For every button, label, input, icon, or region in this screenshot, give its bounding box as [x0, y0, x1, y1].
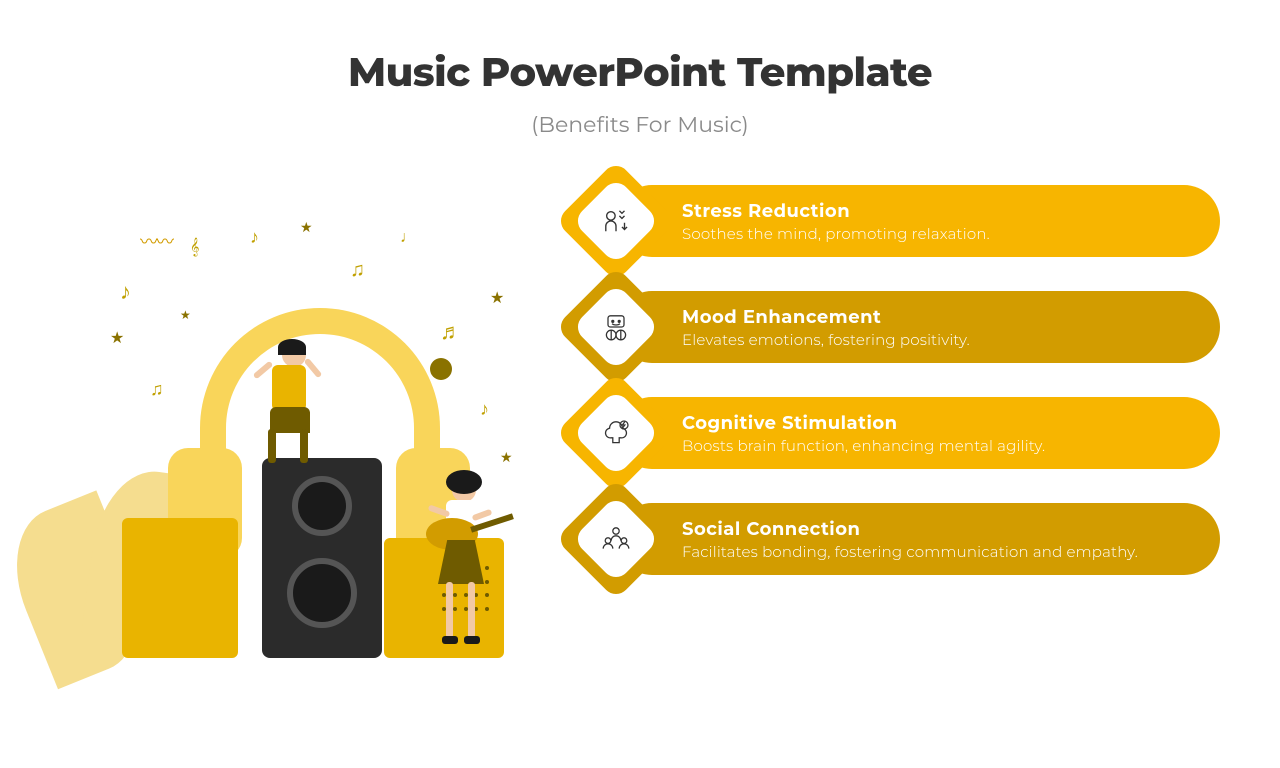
benefit-item: Social Connection Facilitates bonding, f… [570, 496, 1220, 582]
star-icon: ★ [490, 288, 504, 308]
benefit-description: Boosts brain function, enhancing mental … [682, 436, 1190, 455]
benefit-diamond [570, 281, 662, 373]
benefit-title: Cognitive Stimulation [682, 412, 1190, 434]
benefit-diamond [570, 387, 662, 479]
music-note-icon: ♬ [440, 318, 462, 345]
star-icon: ★ [180, 308, 191, 323]
music-note-icon: ♫ [150, 378, 164, 400]
music-note-icon: 𝄞 [190, 238, 199, 257]
person-sitting [250, 343, 320, 493]
brain-lightning-icon [598, 415, 634, 451]
stress-person-icon [598, 203, 634, 239]
squiggle-shape: 〰〰 [140, 228, 172, 254]
benefits-list: Stress Reduction Soothes the mind, promo… [570, 178, 1220, 602]
music-note-icon: ♪ [250, 226, 259, 248]
ball-shape [430, 358, 452, 380]
music-note-icon: ♪ [480, 398, 489, 420]
person-guitarist [430, 478, 500, 628]
star-icon: ★ [300, 218, 313, 236]
benefit-description: Soothes the mind, promoting relaxation. [682, 224, 1190, 243]
content-area: ♪ ♫ ♪ ♬ 𝄞 ♪ ♩ ♫ ★ ★ ★ ★ ★ 〰〰 [0, 178, 1280, 618]
mood-face-icon [598, 309, 634, 345]
benefit-title: Mood Enhancement [682, 306, 1190, 328]
benefit-pill: Social Connection Facilitates bonding, f… [616, 503, 1220, 575]
people-group-icon [598, 521, 634, 557]
music-note-icon: ♪ [120, 278, 131, 305]
benefit-description: Facilitates bonding, fostering communica… [682, 542, 1190, 561]
benefit-pill: Cognitive Stimulation Boosts brain funct… [616, 397, 1220, 469]
benefit-diamond [570, 175, 662, 267]
benefit-title: Social Connection [682, 518, 1190, 540]
benefit-title: Stress Reduction [682, 200, 1190, 222]
page-title: Music PowerPoint Template [0, 48, 1280, 97]
benefit-description: Elevates emotions, fostering positivity. [682, 330, 1190, 349]
music-note-icon: ♫ [350, 258, 365, 282]
benefit-item: Cognitive Stimulation Boosts brain funct… [570, 390, 1220, 476]
benefit-item: Stress Reduction Soothes the mind, promo… [570, 178, 1220, 264]
music-illustration: ♪ ♫ ♪ ♬ 𝄞 ♪ ♩ ♫ ★ ★ ★ ★ ★ 〰〰 [40, 178, 560, 618]
pedestal-box [122, 518, 238, 658]
benefit-item: Mood Enhancement Elevates emotions, fost… [570, 284, 1220, 370]
star-icon: ★ [500, 448, 513, 466]
benefit-pill: Stress Reduction Soothes the mind, promo… [616, 185, 1220, 257]
star-icon: ★ [110, 328, 124, 348]
page-subtitle: (Benefits For Music) [0, 111, 1280, 138]
benefit-diamond [570, 493, 662, 585]
music-note-icon: ♩ [400, 228, 416, 247]
headphone-shape [200, 308, 440, 458]
benefit-pill: Mood Enhancement Elevates emotions, fost… [616, 291, 1220, 363]
